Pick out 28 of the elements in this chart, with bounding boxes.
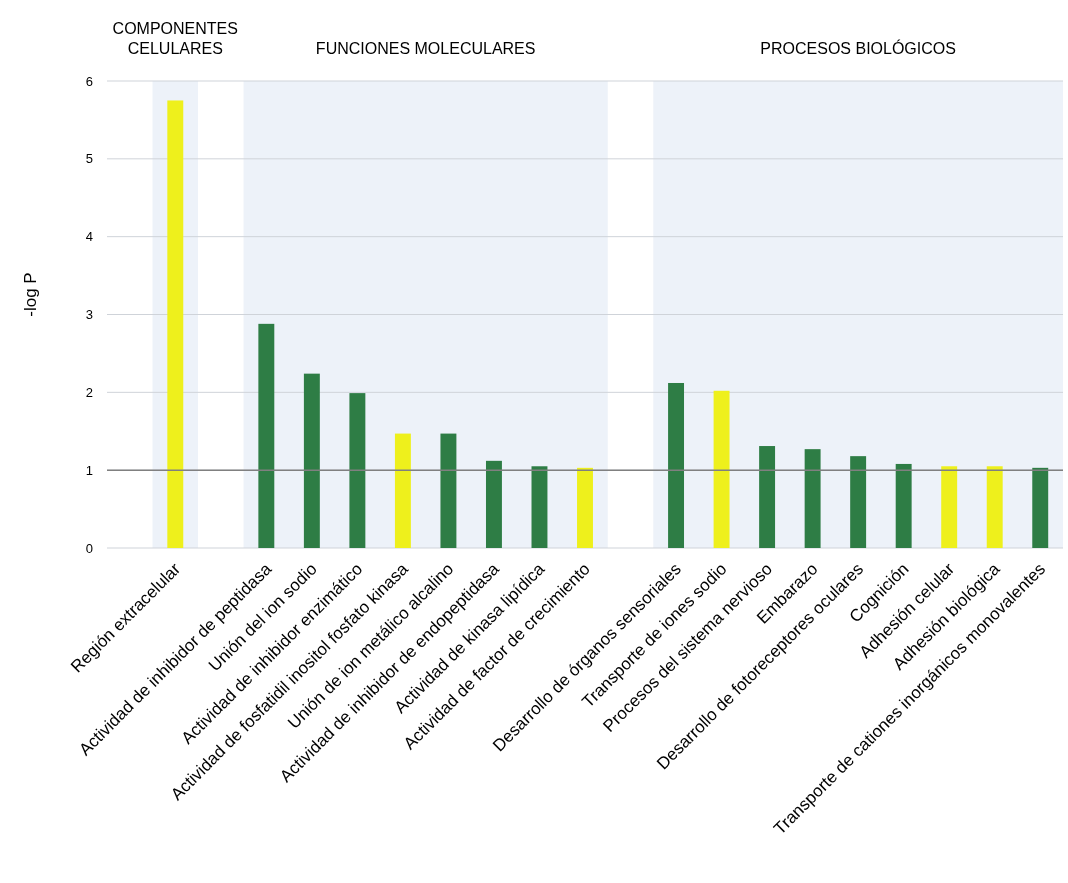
bar [349,393,366,548]
band-label: PROCESOS BIOLÓGICOS [760,39,956,57]
y-tick-label: 2 [85,384,93,400]
bar [759,446,776,548]
y-tick-label: 0 [85,540,93,556]
bar [485,460,502,548]
bar [303,373,320,548]
bar [531,466,548,548]
y-tick-label: 3 [85,307,93,323]
y-tick-label: 5 [85,151,93,167]
bar [258,323,275,548]
band-label: FUNCIONES MOLECULARES [315,40,536,57]
y-tick-label: 6 [85,73,93,89]
bar [440,433,457,548]
bar [668,382,685,548]
band-label: COMPONENTES CELULARES [112,20,238,57]
bar [941,466,958,548]
bar [804,449,821,548]
bar [1032,467,1049,548]
bar [577,467,593,548]
bar [850,456,867,548]
y-tick-label: 1 [85,462,93,478]
y-tick-label: 4 [85,229,93,245]
y-axis-title: -log P [21,272,40,317]
bar [986,466,1003,548]
bar [895,463,912,548]
bar [394,433,411,548]
bar [713,390,730,548]
